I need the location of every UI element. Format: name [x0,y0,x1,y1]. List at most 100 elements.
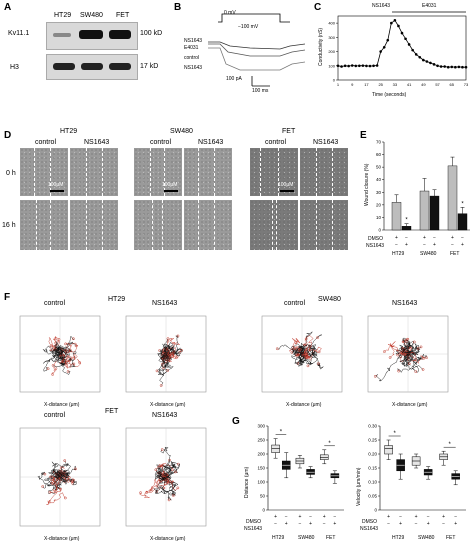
y-tick-label: 200 [257,452,265,457]
track-xlabel-1: X-distance (μm) [44,402,80,408]
y-tick-label: 0 [378,228,381,233]
trace-control [208,43,306,57]
track-endpoint [304,337,308,341]
track-endpoint [172,354,176,358]
box-ht29-dmso [384,445,393,455]
cell-track [156,353,170,372]
ns1643-sign: + [399,521,402,527]
ns1643-sign: + [285,521,288,527]
cell-track [401,339,411,357]
conductivity-point [390,21,393,25]
conductivity-point [418,55,422,59]
dmso-sign: + [423,235,426,241]
conductivity-series-line [337,19,466,68]
cell-track [51,460,67,478]
velocity-boxplot: 00.050.100.150.200.250.30**+−−++−−++−−+ [368,424,466,527]
track-endpoint [49,475,52,479]
track-endpoint [46,367,50,371]
conductivity-point [350,64,354,67]
track-endpoint [305,354,309,358]
cell-track [59,471,74,484]
cell-track [50,469,69,478]
trace-label-ns1643-bottom: NS1643 [184,65,203,71]
track-endpoint [383,350,386,353]
conductivity-point [372,64,375,68]
conductivity-point [382,45,386,49]
panel-a-letter: A [4,2,12,13]
chart-e-group-sw480: SW480 [420,251,437,257]
track-endpoint [167,498,171,502]
blot-row-label-kv: Kv11.1 [8,30,30,37]
x-tick-label: 41 [407,82,412,87]
trace-ns1643 [208,47,306,71]
x-tick-label: 73 [464,82,469,87]
dmso-sign: − [309,514,312,520]
time-label-0h: 0 h [6,170,16,177]
dmso-sign: − [399,514,402,520]
cell-track [375,352,409,382]
cond-label-sw480-ns1643: NS1643 [198,139,224,146]
cond-label-fet-control: control [265,139,287,146]
dmso-sign: + [323,514,326,520]
y-tick-label: 40 [376,177,382,182]
scale-label-time: 100 ms [252,88,269,94]
track-endpoint [51,373,54,376]
cond-label-ht29-control: control [35,139,57,146]
lane-label-ht29: HT29 [54,12,72,19]
cell-track [401,353,412,367]
group-label-sw480: SW480 [170,128,193,135]
ns1643-sign: − [451,242,454,248]
chart-g2-group-sw480: SW480 [418,535,435,541]
dmso-sign: + [387,514,390,520]
box-ht29-dmso [271,444,280,453]
track-group-ht29: HT29 [108,296,126,303]
chart-g1-row2-label: NS1643 [244,526,263,532]
conductivity-point [454,65,457,69]
cell-track [52,336,64,357]
conductivity-point [457,65,461,69]
voltage-label: 0 mV [224,10,236,16]
conductivity-point [347,64,350,68]
micrograph-sw480-control-0h: 100μM [134,148,182,196]
track-endpoint [408,346,412,350]
micrograph-ht29-control-16h [20,200,68,250]
track-endpoint [160,363,164,366]
cell-track [162,469,178,491]
y-tick-label: 0 [262,508,265,513]
micrograph-fet-control-16h [250,200,298,250]
track-endpoint [63,470,67,473]
chart-e-group-ht29: HT29 [392,251,405,257]
bar-sw480-dmso [419,190,430,231]
track-endpoint [161,464,165,467]
track-endpoint [166,369,170,372]
significance-star: * [461,201,464,207]
track-endpoint [172,494,175,497]
ns1643-sign: − [395,242,398,248]
track-endpoint [162,366,165,370]
cell-track [299,335,314,359]
conductivity-point [368,64,372,68]
track-endpoint [169,337,173,341]
track-plot-ht29-ns1643 [125,315,207,393]
panel-b-letter: B [174,2,182,13]
track-endpoint [306,364,310,368]
cell-track [291,352,305,366]
cond-label-ht29-ns1643: NS1643 [84,139,110,146]
ns1643-sign: − [415,521,418,527]
conductivity-point [443,65,446,68]
y-tick-label: 250 [257,438,265,443]
significance-star: * [405,218,408,224]
track-endpoint [299,348,302,351]
track-endpoint [160,448,164,451]
trace-e4031 [208,41,306,50]
conductivity-point [343,64,347,68]
track-endpoint [51,364,55,367]
bar-fet-ns1643 [457,213,468,231]
track-endpoint [404,340,408,343]
track-endpoint [422,356,426,360]
track-endpoint [421,368,425,371]
x-tick-label: 65 [450,82,455,87]
panel-e-letter: E [360,130,367,141]
chart-c-xlabel: Time (seconds) [372,92,407,98]
conductivity-point [397,24,400,28]
